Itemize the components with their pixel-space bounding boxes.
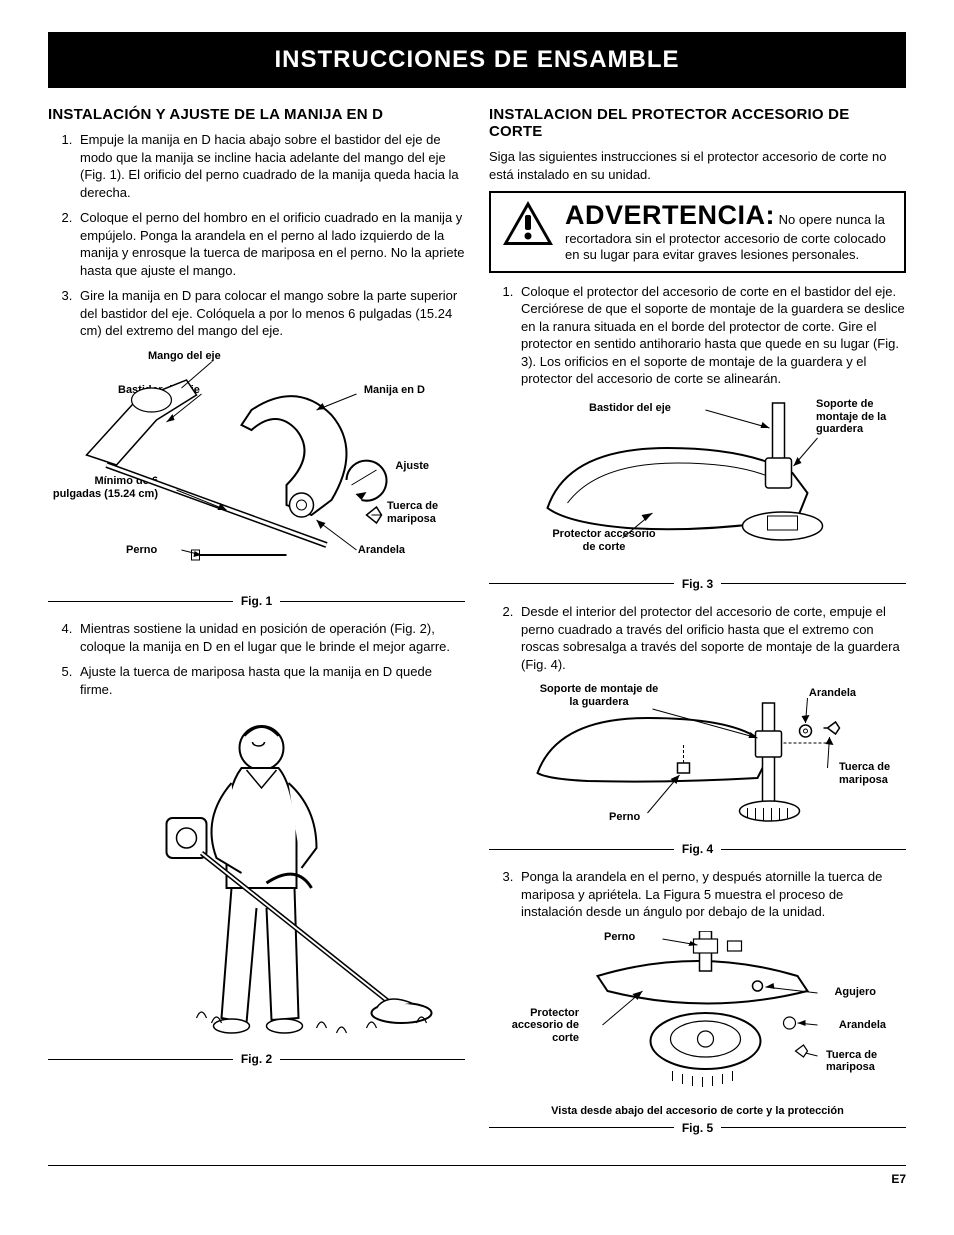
fig5-diagram — [489, 931, 906, 1101]
page-number: E7 — [891, 1172, 906, 1186]
fig1-caption: Fig. 1 — [241, 594, 272, 608]
list-item: Ponga la arandela en el perno, y después… — [517, 868, 906, 921]
figure-5: Perno Agujero Protector accesorio de cor… — [489, 931, 906, 1135]
left-column: INSTALACIÓN Y AJUSTE DE LA MANIJA EN D E… — [48, 106, 465, 1147]
caption-rule — [48, 1059, 233, 1060]
caption-rule — [280, 601, 465, 602]
fig5-caption: Fig. 5 — [682, 1121, 713, 1135]
caption-rule — [489, 583, 674, 584]
caption-rule — [48, 601, 233, 602]
left-heading: INSTALACIÓN Y AJUSTE DE LA MANIJA EN D — [48, 106, 465, 123]
figure-1: Mango del eje Bastidor del eje Manija en… — [48, 350, 465, 608]
fig1-diagram — [48, 350, 465, 590]
warning-icon — [501, 199, 555, 247]
right-steps-a: Coloque el protector del accesorio de co… — [489, 283, 906, 388]
right-intro: Siga las siguientes instrucciones si el … — [489, 148, 906, 183]
caption-rule — [280, 1059, 465, 1060]
figure-3: Bastidor del eje Soporte de montaje de l… — [489, 398, 906, 591]
right-heading: INSTALACION DEL PROTECTOR ACCESORIO DE C… — [489, 106, 906, 140]
fig2-diagram — [48, 708, 465, 1048]
warning-box: ADVERTENCIA: No opere nunca la recortado… — [489, 191, 906, 273]
list-item: Coloque el protector del accesorio de co… — [517, 283, 906, 388]
left-steps-b: Mientras sostiene la unidad en posición … — [48, 620, 465, 698]
fig4-diagram — [489, 683, 906, 838]
fig2-caption: Fig. 2 — [241, 1052, 272, 1066]
caption-rule — [721, 583, 906, 584]
caption-rule — [721, 1127, 906, 1128]
list-item: Ajuste la tuerca de mariposa hasta que l… — [76, 663, 465, 698]
left-steps-a: Empuje la manija en D hacia abajo sobre … — [48, 131, 465, 340]
caption-rule — [489, 1127, 674, 1128]
fig3-caption: Fig. 3 — [682, 577, 713, 591]
caption-rule — [489, 849, 674, 850]
fig4-caption: Fig. 4 — [682, 842, 713, 856]
figure-2: Fig. 2 — [48, 708, 465, 1066]
right-steps-c: Ponga la arandela en el perno, y después… — [489, 868, 906, 921]
figure-4: Soporte de montaje de la guardera Arande… — [489, 683, 906, 856]
list-item: Coloque el perno del hombro en el orific… — [76, 209, 465, 279]
page-footer: E7 — [48, 1165, 906, 1186]
warning-text: ADVERTENCIA: No opere nunca la recortado… — [565, 199, 894, 263]
list-item: Empuje la manija en D hacia abajo sobre … — [76, 131, 465, 201]
fig5-bottom-caption: Vista desde abajo del accesorio de corte… — [489, 1105, 906, 1117]
list-item: Gire la manija en D para colocar el mang… — [76, 287, 465, 340]
warning-word: ADVERTENCIA: — [565, 200, 775, 230]
fig3-diagram — [489, 398, 906, 573]
page-title-bar: INSTRUCCIONES DE ENSAMBLE — [48, 32, 906, 88]
right-steps-b: Desde el interior del protector del acce… — [489, 603, 906, 673]
list-item: Mientras sostiene la unidad en posición … — [76, 620, 465, 655]
list-item: Desde el interior del protector del acce… — [517, 603, 906, 673]
right-column: INSTALACION DEL PROTECTOR ACCESORIO DE C… — [489, 106, 906, 1147]
caption-rule — [721, 849, 906, 850]
content-columns: INSTALACIÓN Y AJUSTE DE LA MANIJA EN D E… — [48, 106, 906, 1147]
